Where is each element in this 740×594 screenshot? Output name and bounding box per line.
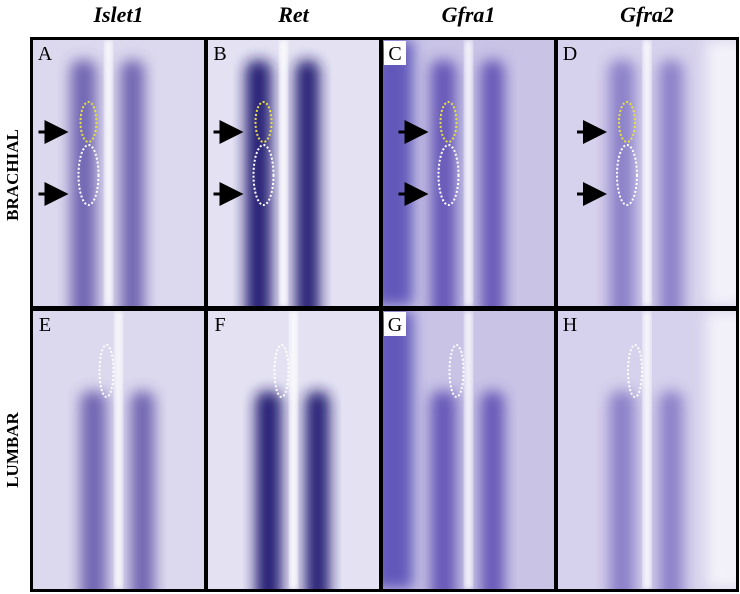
panel-image [33, 311, 204, 589]
outline [437, 144, 460, 206]
midline [104, 40, 113, 306]
panel-letter: D [563, 43, 577, 65]
outline [252, 144, 275, 206]
panel-image [558, 311, 736, 589]
panel-letter: B [213, 43, 226, 65]
midline [643, 311, 651, 589]
column-header: Gfra2 [620, 2, 674, 27]
column-header: Ret [277, 2, 309, 27]
panel-letter: H [563, 314, 577, 336]
stripe [609, 60, 635, 306]
outline [439, 101, 458, 143]
stripe [609, 391, 635, 589]
panel-letter: A [38, 43, 53, 65]
outline [77, 144, 100, 206]
row-label: LUMBAR [3, 412, 22, 488]
edge-band [706, 311, 736, 589]
panel: H [558, 311, 736, 589]
panel: F [208, 311, 379, 589]
stripe [659, 60, 683, 306]
row-label: BRACHIAL [3, 129, 22, 221]
outline [448, 344, 465, 398]
column-header: Gfra1 [442, 2, 496, 27]
stripe [245, 60, 272, 306]
panel: E [33, 311, 204, 589]
panel: C [383, 40, 554, 306]
panel: B [208, 40, 379, 306]
stripe [430, 391, 457, 589]
stripe [80, 391, 107, 589]
panel-letter: C [388, 43, 401, 65]
outline [79, 101, 98, 143]
stripe [130, 391, 155, 589]
panel-bg [208, 40, 379, 306]
outline [627, 344, 643, 398]
panel: A [33, 40, 204, 306]
panel-image [383, 311, 554, 589]
stripe [70, 60, 97, 306]
edge-band [383, 311, 413, 589]
letter-box [384, 41, 406, 65]
outline [616, 144, 638, 206]
panel-letter: G [388, 314, 402, 336]
stripe [120, 60, 145, 306]
panel: D [558, 40, 736, 306]
stripe [659, 391, 683, 589]
stripe [480, 60, 505, 306]
panel-image [33, 40, 204, 306]
stripe [295, 60, 320, 306]
stripe [305, 391, 330, 589]
midline [464, 311, 473, 589]
panel-image [208, 40, 379, 306]
stripe [430, 60, 457, 306]
edge-band [383, 40, 413, 306]
panel-image [208, 311, 379, 589]
midline [114, 311, 123, 589]
panel-letter: F [214, 314, 225, 336]
panel-image [383, 40, 554, 306]
outline [618, 101, 636, 143]
panel-image [558, 40, 736, 306]
edge-band [706, 40, 736, 306]
panel-bg [33, 40, 204, 306]
column-header: Islet1 [92, 2, 143, 27]
midline [289, 311, 298, 589]
letter-box [384, 312, 406, 336]
midline [643, 40, 651, 306]
stripe [255, 391, 282, 589]
outline [273, 344, 290, 398]
midline [279, 40, 288, 306]
panel-letter: E [39, 314, 51, 336]
panel: G [383, 311, 554, 589]
midline [464, 40, 473, 306]
stripe [480, 391, 505, 589]
outline [98, 344, 115, 398]
outline [254, 101, 273, 143]
